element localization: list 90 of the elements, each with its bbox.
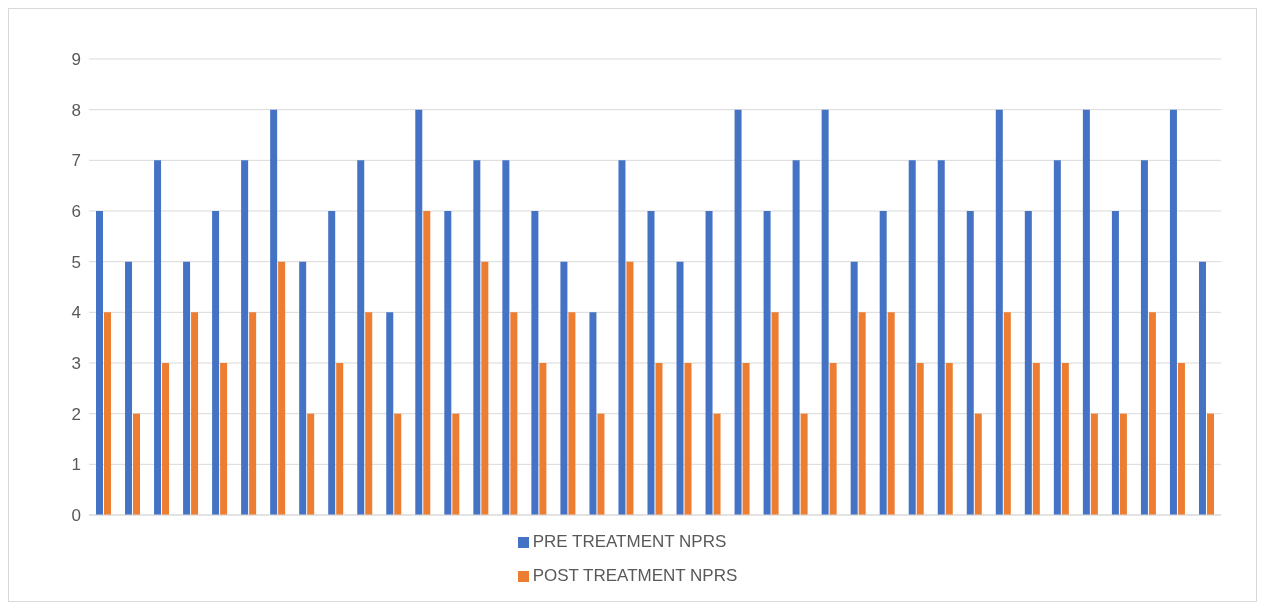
bar xyxy=(444,211,452,515)
bar xyxy=(104,312,111,515)
bar xyxy=(568,312,576,515)
bar xyxy=(937,160,945,515)
bar xyxy=(829,363,837,515)
bar xyxy=(655,363,663,515)
y-tick-label: 2 xyxy=(71,404,81,424)
bar xyxy=(539,363,547,515)
bar xyxy=(676,261,684,515)
bar xyxy=(1032,363,1040,515)
bar xyxy=(162,363,170,515)
bar xyxy=(713,413,721,515)
bar xyxy=(647,211,655,515)
bar xyxy=(734,109,742,515)
bar xyxy=(502,160,510,515)
bar xyxy=(270,109,278,515)
bar xyxy=(357,160,365,515)
bar xyxy=(626,261,634,515)
bar xyxy=(1119,413,1127,515)
y-tick-label: 7 xyxy=(71,151,81,171)
bar xyxy=(858,312,866,515)
bar xyxy=(133,413,141,515)
bar xyxy=(1111,211,1119,515)
bar xyxy=(1148,312,1156,515)
bar xyxy=(1198,261,1206,515)
bar xyxy=(278,261,286,515)
bar xyxy=(887,312,895,515)
y-tick-label: 8 xyxy=(71,100,81,120)
bar xyxy=(771,312,779,515)
bar xyxy=(916,363,924,515)
y-tick-label: 3 xyxy=(71,354,81,374)
bar xyxy=(336,363,344,515)
bar xyxy=(589,312,597,515)
bar xyxy=(299,261,307,515)
bar xyxy=(125,261,133,515)
bar xyxy=(386,312,394,515)
bar xyxy=(423,211,431,515)
bar xyxy=(1053,160,1061,515)
bar xyxy=(183,261,191,515)
bar xyxy=(1082,109,1090,515)
bar xyxy=(220,363,228,515)
bar xyxy=(1140,160,1148,515)
bar xyxy=(328,211,336,515)
bar xyxy=(1206,413,1214,515)
bar xyxy=(481,261,489,515)
bar xyxy=(742,363,750,515)
bar xyxy=(792,160,800,515)
bar xyxy=(974,413,982,515)
y-tick-label: 4 xyxy=(71,303,81,323)
bar xyxy=(365,312,373,515)
bar xyxy=(531,211,539,515)
bar xyxy=(1177,363,1185,515)
y-tick-label: 6 xyxy=(71,202,81,222)
bar xyxy=(966,211,974,515)
bar xyxy=(212,211,220,515)
y-tick-label: 5 xyxy=(71,252,81,272)
y-tick-label: 0 xyxy=(71,506,81,526)
bar xyxy=(1003,312,1011,515)
y-tick-label: 1 xyxy=(71,455,81,475)
bar xyxy=(908,160,916,515)
legend-label: POST TREATMENT NPRS xyxy=(532,566,738,585)
bar xyxy=(995,109,1003,515)
bar xyxy=(249,312,257,515)
bar xyxy=(705,211,713,515)
bar xyxy=(763,211,771,515)
bar xyxy=(597,413,605,515)
bar xyxy=(1169,109,1177,515)
bar xyxy=(618,160,626,515)
bar xyxy=(96,211,103,515)
bar xyxy=(560,261,568,515)
bar xyxy=(154,160,162,515)
bar xyxy=(821,109,829,515)
bar xyxy=(191,312,199,515)
bar xyxy=(510,312,518,515)
bar xyxy=(394,413,402,515)
bar xyxy=(684,363,692,515)
bar xyxy=(241,160,249,515)
bar xyxy=(879,211,887,515)
bar xyxy=(473,160,481,515)
y-tick-label: 9 xyxy=(71,50,81,70)
bar xyxy=(800,413,808,515)
bar xyxy=(945,363,953,515)
bar xyxy=(1090,413,1098,515)
bar xyxy=(415,109,423,515)
bar xyxy=(1061,363,1069,515)
bar xyxy=(850,261,858,515)
bar xyxy=(1024,211,1032,515)
bar xyxy=(452,413,460,515)
bar xyxy=(307,413,315,515)
legend-label: PRE TREATMENT NPRS xyxy=(532,532,727,551)
